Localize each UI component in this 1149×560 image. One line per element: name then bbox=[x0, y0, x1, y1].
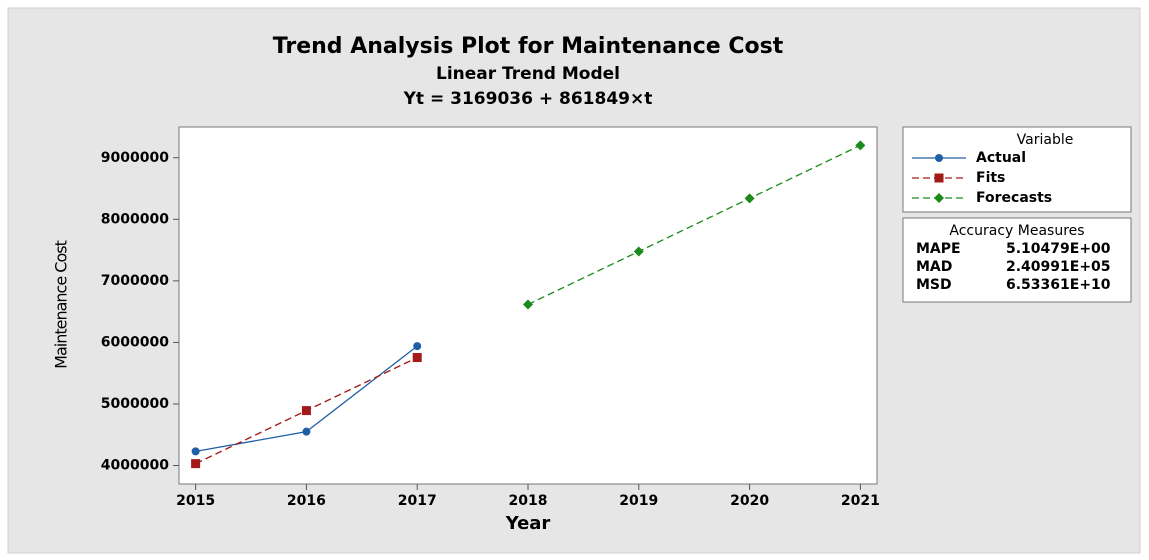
accuracy-box bbox=[902, 217, 1132, 303]
x-tick-label: 2020 bbox=[730, 493, 769, 509]
accuracy-label: MSD bbox=[916, 277, 952, 293]
marker bbox=[855, 140, 866, 151]
legend-marker bbox=[935, 154, 943, 162]
accuracy-value: 6.53361E+10 bbox=[1006, 277, 1111, 293]
y-axis-label: Maintenance Cost bbox=[52, 240, 71, 368]
marker bbox=[301, 406, 311, 416]
marker bbox=[302, 427, 311, 436]
marker bbox=[191, 459, 201, 469]
marker bbox=[191, 447, 200, 456]
x-tick-label: 2021 bbox=[841, 493, 880, 509]
legend-label: Forecasts bbox=[976, 190, 1052, 206]
marker bbox=[633, 246, 644, 257]
legend-title: Variable bbox=[1017, 132, 1074, 148]
x-tick-label: 2015 bbox=[176, 493, 215, 509]
accuracy-value: 5.10479E+00 bbox=[1006, 241, 1111, 257]
y-tick-label: 4000000 bbox=[101, 458, 169, 474]
legend-marker bbox=[934, 173, 944, 183]
chart-title: Trend Analysis Plot for Maintenance Cost bbox=[273, 34, 784, 59]
y-tick-label: 8000000 bbox=[101, 211, 169, 227]
y-tick-label: 7000000 bbox=[101, 273, 169, 289]
marker bbox=[413, 342, 422, 351]
legend-marker bbox=[934, 193, 944, 203]
x-tick-label: 2019 bbox=[619, 493, 658, 509]
series-line bbox=[527, 144, 861, 306]
chart-subtitle: Linear Trend Model bbox=[436, 64, 620, 84]
accuracy-title: Accuracy Measures bbox=[949, 223, 1084, 239]
legend-label: Actual bbox=[976, 150, 1026, 166]
x-tick-label: 2018 bbox=[509, 493, 548, 509]
equation: Yt = 3169036 + 861849×t bbox=[403, 89, 653, 109]
x-tick-label: 2016 bbox=[287, 493, 326, 509]
marker bbox=[523, 299, 533, 310]
legend-label: Fits bbox=[976, 170, 1005, 186]
accuracy-label: MAD bbox=[916, 259, 952, 275]
marker bbox=[412, 353, 422, 363]
accuracy-label: MAPE bbox=[916, 241, 961, 257]
accuracy-value: 2.40991E+05 bbox=[1006, 259, 1111, 275]
x-tick-label: 2017 bbox=[398, 493, 437, 509]
marker bbox=[744, 193, 755, 204]
y-tick-label: 5000000 bbox=[101, 396, 169, 412]
x-axis-label: Year bbox=[505, 513, 551, 534]
y-tick-label: 9000000 bbox=[101, 150, 169, 166]
y-tick-label: 6000000 bbox=[101, 334, 169, 350]
